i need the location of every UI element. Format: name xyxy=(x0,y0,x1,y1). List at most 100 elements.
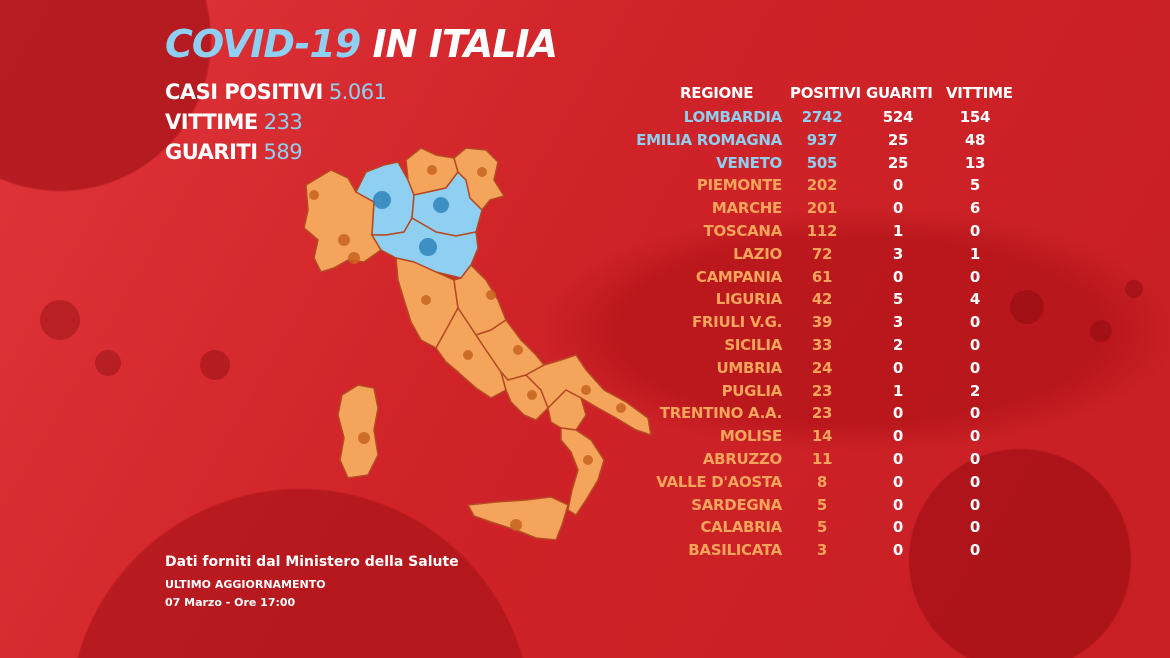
table-cell-guariti: 1 xyxy=(892,222,904,240)
table-cell-positivi: 937 xyxy=(806,130,838,149)
virus-icon xyxy=(421,295,431,305)
table-cell-guariti: 2 xyxy=(892,336,904,354)
region-puglia xyxy=(525,354,652,436)
virus-icon xyxy=(527,390,537,400)
table-cell-guariti: 0 xyxy=(892,199,904,218)
table-cell-vittime: 0 xyxy=(969,222,981,240)
title-part2: IN ITALIA xyxy=(372,22,558,66)
virus-icon xyxy=(338,234,350,246)
table-cell-guariti: 0 xyxy=(892,358,904,377)
footer-source: Dati forniti dal Ministero della Salute xyxy=(165,554,459,570)
table-cell-vittime: 5 xyxy=(969,176,981,195)
virus-particle xyxy=(95,350,121,376)
table-cell-positivi: 24 xyxy=(811,358,833,377)
table-cell-guariti: 0 xyxy=(892,472,904,491)
summary-value: 233 xyxy=(263,110,303,134)
table-cell-regione: TRENTINO A.A. xyxy=(659,404,783,423)
summary-vittime: VITTIME 233 xyxy=(165,110,303,134)
table-cell-regione: LIGURIA xyxy=(715,290,783,309)
virus-icon xyxy=(581,385,591,395)
footer-update-label: ULTIMO AGGIORNAMENTO xyxy=(165,578,326,591)
table-cell-regione: VENETO xyxy=(716,153,782,172)
virus-particle xyxy=(1125,280,1143,298)
region-basilicata xyxy=(547,389,587,431)
footer-update-time: 07 Marzo - Ore 17:00 xyxy=(165,596,296,609)
table-cell-vittime: 0 xyxy=(969,358,981,377)
title-part1: COVID-19 xyxy=(165,22,361,66)
table-cell-regione: MARCHE xyxy=(711,199,782,218)
virus-icon xyxy=(373,191,391,209)
virus-particle xyxy=(40,300,80,340)
table-cell-guariti: 0 xyxy=(892,450,904,468)
page-title: COVID-19 IN ITALIA xyxy=(165,22,558,66)
table-cell-positivi: 505 xyxy=(806,153,838,172)
table-cell-guariti: 1 xyxy=(892,381,904,400)
table-cell-guariti: 0 xyxy=(892,495,904,514)
table-cell-guariti: 0 xyxy=(892,427,904,446)
summary-positivi: CASI POSITIVI 5.061 xyxy=(165,80,387,104)
table-cell-guariti: 0 xyxy=(892,518,904,537)
table-cell-regione: LOMBARDIA xyxy=(683,108,783,126)
header-regione: REGIONE xyxy=(680,84,754,102)
virus-particle xyxy=(1090,320,1112,342)
table-cell-vittime: 4 xyxy=(969,290,981,309)
summary-label: CASI POSITIVI xyxy=(165,80,323,104)
virus-icon xyxy=(419,238,437,256)
table-cell-vittime: 13 xyxy=(964,153,986,172)
table-cell-positivi: 33 xyxy=(811,336,833,354)
table-cell-vittime: 0 xyxy=(969,427,981,446)
table-cell-positivi: 42 xyxy=(811,290,833,309)
summary-value: 5.061 xyxy=(328,80,387,104)
table-cell-guariti: 3 xyxy=(892,313,904,332)
table-cell-positivi: 202 xyxy=(806,176,838,195)
virus-particle xyxy=(1010,290,1044,324)
table-cell-positivi: 5 xyxy=(816,495,828,514)
table-cell-vittime: 48 xyxy=(964,130,986,149)
summary-value: 589 xyxy=(263,140,303,164)
table-cell-positivi: 8 xyxy=(816,472,828,491)
table-cell-regione: MOLISE xyxy=(719,427,782,446)
table-cell-regione: FRIULI V.G. xyxy=(691,313,782,332)
table-cell-regione: LAZIO xyxy=(733,244,782,263)
table-cell-regione: TOSCANA xyxy=(703,222,783,240)
table-cell-positivi: 3 xyxy=(816,541,828,560)
table-cell-positivi: 23 xyxy=(811,404,833,423)
table-cell-vittime: 0 xyxy=(969,472,981,491)
summary-guariti: GUARITI 589 xyxy=(165,140,303,164)
header-positivi: POSITIVI xyxy=(790,84,861,102)
region-sicilia xyxy=(467,496,569,540)
table-cell-regione: UMBRIA xyxy=(716,358,783,377)
virus-icon xyxy=(486,290,496,300)
table-cell-vittime: 154 xyxy=(959,108,991,126)
table-cell-vittime: 0 xyxy=(969,404,981,423)
table-cell-guariti: 5 xyxy=(892,290,904,309)
table-cell-vittime: 0 xyxy=(969,313,981,332)
table-cell-regione: BASILICATA xyxy=(688,541,782,560)
table-cell-guariti: 3 xyxy=(892,244,904,263)
virus-icon xyxy=(348,252,360,264)
table-cell-guariti: 0 xyxy=(892,404,904,423)
table-cell-positivi: 2742 xyxy=(801,108,843,126)
region-sardegna xyxy=(337,384,379,479)
table-cell-vittime: 6 xyxy=(969,199,981,218)
table-cell-vittime: 0 xyxy=(969,541,981,560)
table-cell-vittime: 0 xyxy=(969,450,981,468)
virus-icon xyxy=(583,455,593,465)
table-cell-guariti: 25 xyxy=(887,130,909,149)
virus-icon xyxy=(463,350,473,360)
table-cell-positivi: 11 xyxy=(811,450,833,468)
italy-map xyxy=(303,147,652,540)
table-cell-positivi: 14 xyxy=(811,427,833,446)
header-vittime: VITTIME xyxy=(946,84,1013,102)
table-cell-guariti: 25 xyxy=(887,153,909,172)
table-cell-regione: CAMPANIA xyxy=(695,267,782,286)
table-cell-positivi: 72 xyxy=(811,244,833,263)
table-cell-vittime: 0 xyxy=(969,518,981,537)
virus-icon xyxy=(309,190,319,200)
table-cell-positivi: 39 xyxy=(811,313,833,332)
table-cell-vittime: 0 xyxy=(969,336,981,354)
table-cell-regione: PUGLIA xyxy=(721,381,783,400)
table-cell-positivi: 61 xyxy=(811,267,833,286)
header-guariti: GUARITI xyxy=(866,84,933,102)
